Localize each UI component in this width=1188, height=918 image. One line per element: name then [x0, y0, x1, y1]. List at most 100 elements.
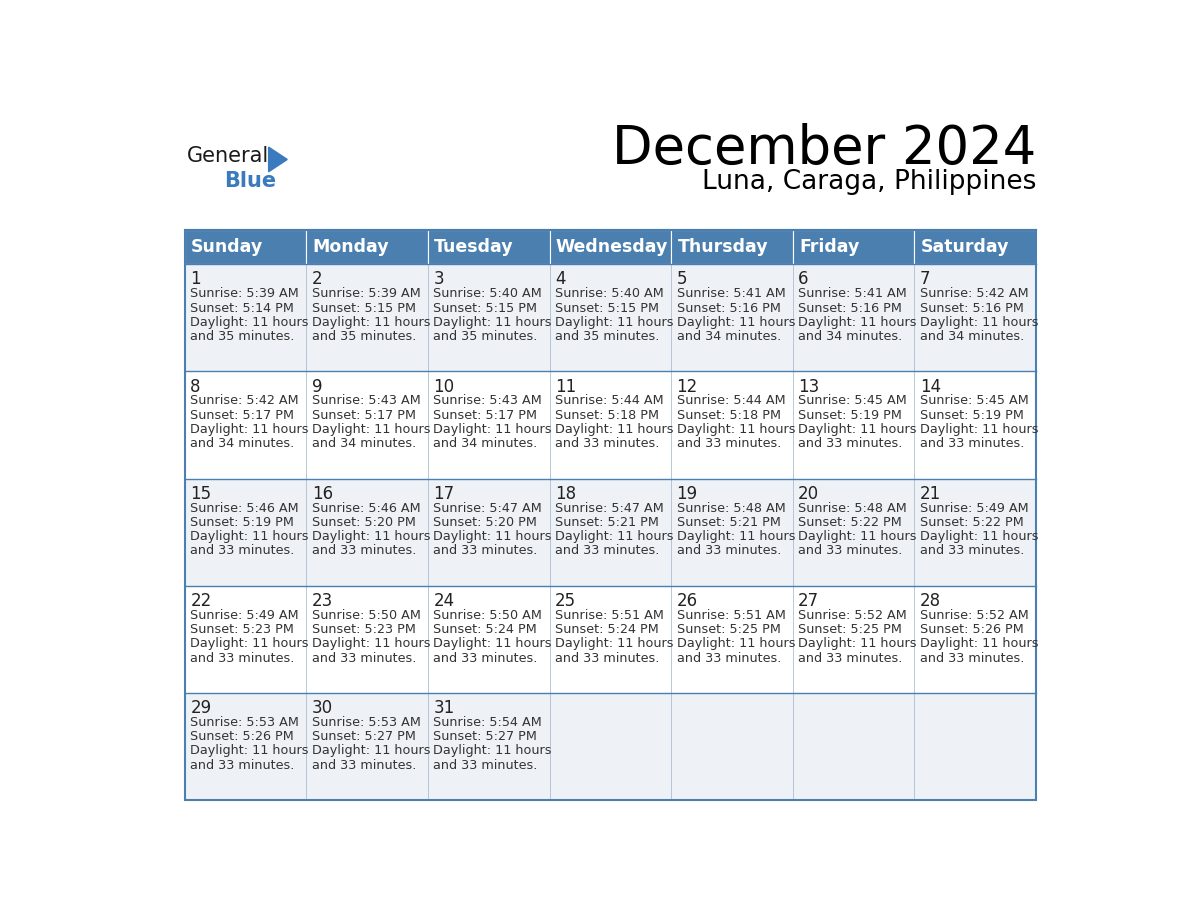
Text: Sunset: 5:26 PM: Sunset: 5:26 PM — [920, 623, 1024, 636]
Text: Sunrise: 5:50 AM: Sunrise: 5:50 AM — [434, 609, 543, 621]
Text: Daylight: 11 hours: Daylight: 11 hours — [677, 637, 795, 650]
Bar — [307, 478, 428, 586]
Text: Daylight: 11 hours: Daylight: 11 hours — [190, 316, 309, 329]
Text: Sunset: 5:15 PM: Sunset: 5:15 PM — [434, 301, 537, 315]
Text: Sunrise: 5:39 AM: Sunrise: 5:39 AM — [312, 287, 421, 300]
Text: and 34 minutes.: and 34 minutes. — [434, 437, 538, 450]
Text: and 33 minutes.: and 33 minutes. — [798, 544, 903, 557]
Text: Daylight: 11 hours: Daylight: 11 hours — [798, 637, 917, 650]
Text: and 35 minutes.: and 35 minutes. — [190, 330, 295, 343]
Text: 26: 26 — [677, 592, 697, 610]
Text: Sunrise: 5:53 AM: Sunrise: 5:53 AM — [312, 716, 421, 729]
Bar — [792, 372, 915, 478]
Text: 10: 10 — [434, 377, 455, 396]
Bar — [550, 264, 671, 372]
Bar — [550, 372, 671, 478]
Text: Sunrise: 5:39 AM: Sunrise: 5:39 AM — [190, 287, 299, 300]
Bar — [550, 693, 671, 800]
Text: Daylight: 11 hours: Daylight: 11 hours — [190, 423, 309, 436]
Text: and 33 minutes.: and 33 minutes. — [920, 437, 1024, 450]
Text: Sunset: 5:15 PM: Sunset: 5:15 PM — [555, 301, 659, 315]
Bar — [185, 693, 307, 800]
Text: Sunrise: 5:46 AM: Sunrise: 5:46 AM — [190, 501, 299, 515]
Text: Daylight: 11 hours: Daylight: 11 hours — [190, 744, 309, 757]
Text: Sunrise: 5:40 AM: Sunrise: 5:40 AM — [434, 287, 542, 300]
Text: Saturday: Saturday — [921, 238, 1009, 256]
Text: Sunset: 5:19 PM: Sunset: 5:19 PM — [798, 409, 902, 421]
Text: Sunset: 5:23 PM: Sunset: 5:23 PM — [312, 623, 416, 636]
Text: Sunset: 5:22 PM: Sunset: 5:22 PM — [920, 516, 1024, 529]
Text: Sunrise: 5:47 AM: Sunrise: 5:47 AM — [434, 501, 542, 515]
Text: Sunrise: 5:52 AM: Sunrise: 5:52 AM — [920, 609, 1029, 621]
Text: Blue: Blue — [225, 171, 277, 191]
Bar — [792, 230, 915, 264]
Text: Sunrise: 5:43 AM: Sunrise: 5:43 AM — [312, 395, 421, 408]
Text: 17: 17 — [434, 485, 455, 503]
Text: 13: 13 — [798, 377, 820, 396]
Text: Daylight: 11 hours: Daylight: 11 hours — [920, 637, 1038, 650]
Bar — [185, 264, 307, 372]
Text: Daylight: 11 hours: Daylight: 11 hours — [434, 637, 552, 650]
Text: and 33 minutes.: and 33 minutes. — [434, 652, 538, 665]
Text: Sunrise: 5:43 AM: Sunrise: 5:43 AM — [434, 395, 542, 408]
Text: 25: 25 — [555, 592, 576, 610]
Bar — [671, 586, 792, 693]
Text: 14: 14 — [920, 377, 941, 396]
Bar — [428, 372, 550, 478]
Bar — [185, 230, 307, 264]
Text: Daylight: 11 hours: Daylight: 11 hours — [677, 316, 795, 329]
Bar — [307, 372, 428, 478]
Text: Daylight: 11 hours: Daylight: 11 hours — [434, 423, 552, 436]
Text: Daylight: 11 hours: Daylight: 11 hours — [798, 530, 917, 543]
Text: and 33 minutes.: and 33 minutes. — [190, 759, 295, 772]
Text: Sunset: 5:17 PM: Sunset: 5:17 PM — [312, 409, 416, 421]
Text: Sunset: 5:20 PM: Sunset: 5:20 PM — [312, 516, 416, 529]
Text: and 34 minutes.: and 34 minutes. — [798, 330, 903, 343]
Text: Daylight: 11 hours: Daylight: 11 hours — [920, 316, 1038, 329]
Text: 18: 18 — [555, 485, 576, 503]
Bar — [428, 230, 550, 264]
Bar — [792, 478, 915, 586]
Bar — [671, 264, 792, 372]
Text: 31: 31 — [434, 699, 455, 717]
Bar — [307, 693, 428, 800]
Text: and 33 minutes.: and 33 minutes. — [677, 544, 781, 557]
Bar — [792, 693, 915, 800]
Text: 19: 19 — [677, 485, 697, 503]
Text: Sunrise: 5:53 AM: Sunrise: 5:53 AM — [190, 716, 299, 729]
Text: Sunset: 5:27 PM: Sunset: 5:27 PM — [312, 730, 416, 744]
Bar — [915, 478, 1036, 586]
Bar — [792, 586, 915, 693]
Text: Daylight: 11 hours: Daylight: 11 hours — [920, 530, 1038, 543]
Text: 4: 4 — [555, 270, 565, 288]
Bar — [550, 230, 671, 264]
Text: Sunset: 5:16 PM: Sunset: 5:16 PM — [677, 301, 781, 315]
Text: 22: 22 — [190, 592, 211, 610]
Text: Sunrise: 5:45 AM: Sunrise: 5:45 AM — [920, 395, 1029, 408]
Text: 29: 29 — [190, 699, 211, 717]
Text: Sunset: 5:16 PM: Sunset: 5:16 PM — [798, 301, 902, 315]
Text: Sunrise: 5:40 AM: Sunrise: 5:40 AM — [555, 287, 664, 300]
Text: Daylight: 11 hours: Daylight: 11 hours — [190, 637, 309, 650]
Text: Sunrise: 5:49 AM: Sunrise: 5:49 AM — [920, 501, 1029, 515]
Text: Sunset: 5:25 PM: Sunset: 5:25 PM — [677, 623, 781, 636]
Bar — [915, 586, 1036, 693]
Text: and 35 minutes.: and 35 minutes. — [312, 330, 416, 343]
Text: Daylight: 11 hours: Daylight: 11 hours — [434, 316, 552, 329]
Text: Sunrise: 5:51 AM: Sunrise: 5:51 AM — [555, 609, 664, 621]
Text: General: General — [188, 146, 270, 165]
Bar — [671, 693, 792, 800]
Text: Sunrise: 5:48 AM: Sunrise: 5:48 AM — [798, 501, 906, 515]
Text: 8: 8 — [190, 377, 201, 396]
Text: and 34 minutes.: and 34 minutes. — [920, 330, 1024, 343]
Text: and 33 minutes.: and 33 minutes. — [190, 652, 295, 665]
Text: Sunset: 5:25 PM: Sunset: 5:25 PM — [798, 623, 902, 636]
Text: and 33 minutes.: and 33 minutes. — [312, 544, 416, 557]
Text: Friday: Friday — [800, 238, 859, 256]
Text: and 33 minutes.: and 33 minutes. — [920, 652, 1024, 665]
Bar — [671, 372, 792, 478]
Text: Daylight: 11 hours: Daylight: 11 hours — [555, 423, 674, 436]
Text: Sunrise: 5:48 AM: Sunrise: 5:48 AM — [677, 501, 785, 515]
Text: and 33 minutes.: and 33 minutes. — [798, 437, 903, 450]
Text: Sunset: 5:24 PM: Sunset: 5:24 PM — [434, 623, 537, 636]
